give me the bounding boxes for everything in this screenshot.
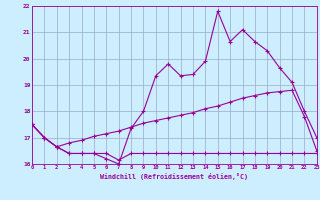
X-axis label: Windchill (Refroidissement éolien,°C): Windchill (Refroidissement éolien,°C) xyxy=(100,173,248,180)
